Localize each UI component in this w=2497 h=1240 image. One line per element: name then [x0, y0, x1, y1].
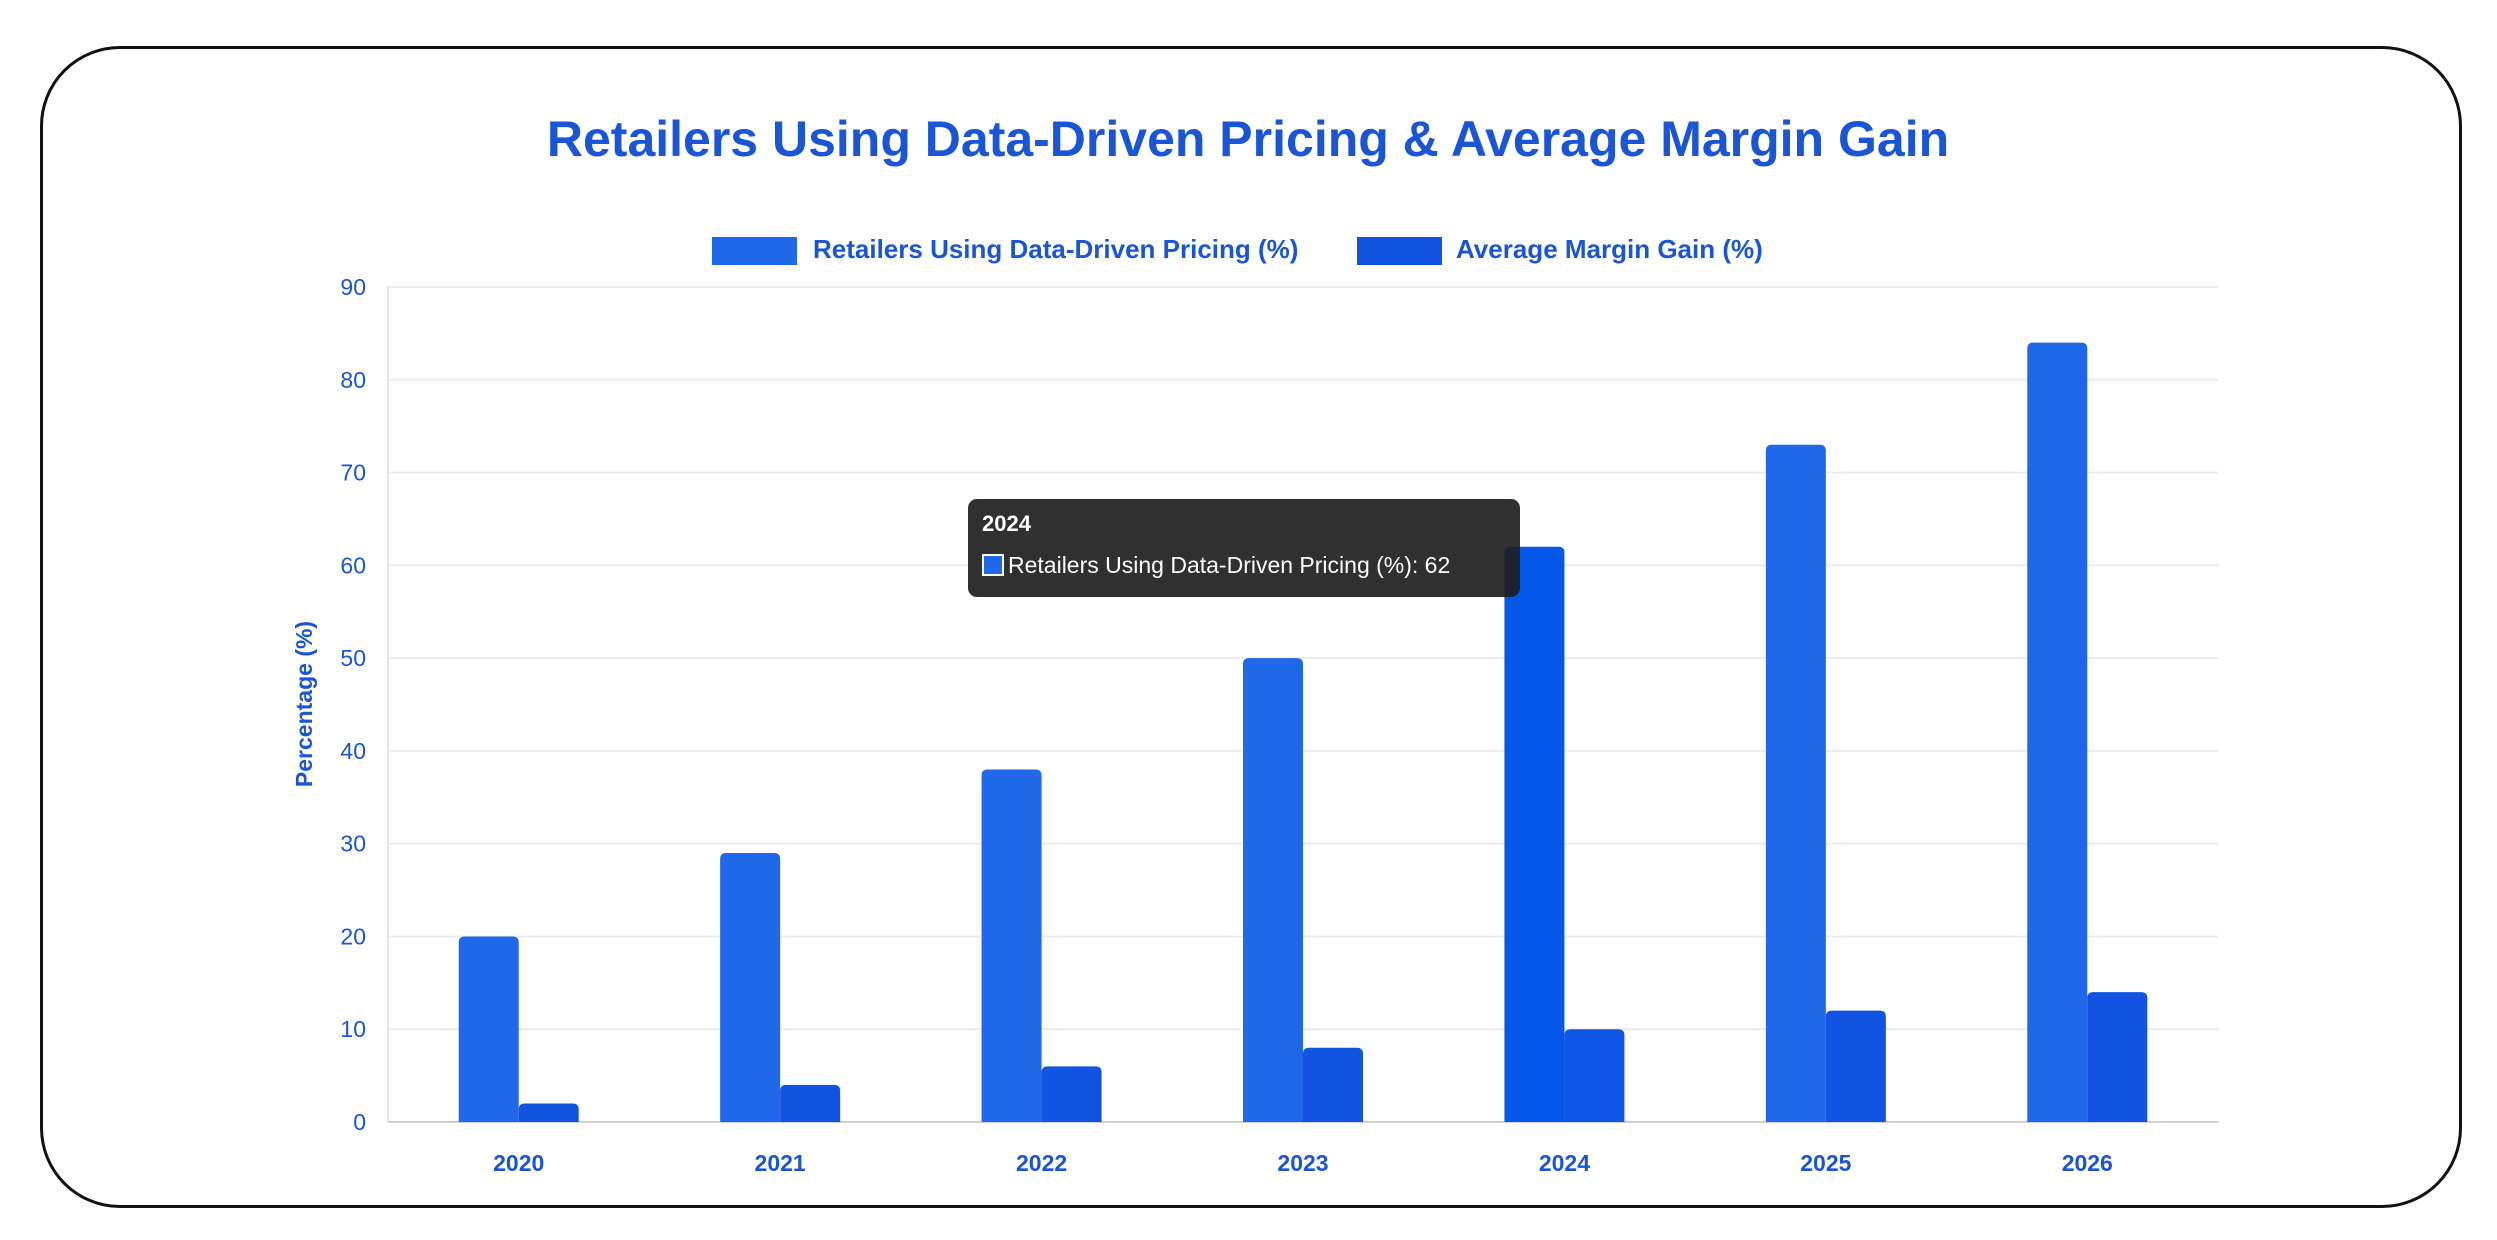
- tooltip-title: 2024: [982, 511, 1031, 536]
- legend[interactable]: Retailers Using Data-Driven Pricing (%) …: [712, 234, 1763, 265]
- y-tick-label: 0: [353, 1109, 366, 1135]
- y-tick-label: 70: [340, 460, 366, 486]
- bar-margin-gain-2026[interactable]: [2087, 992, 2148, 1122]
- y-axis-ticks: 0 10 20 30 40 50 60 70 80 90: [340, 274, 366, 1135]
- x-tick-label: 2024: [1539, 1150, 1590, 1176]
- bar-margin-gain-2022[interactable]: [1041, 1066, 1102, 1122]
- legend-label-series-1[interactable]: Retailers Using Data-Driven Pricing (%): [813, 234, 1298, 264]
- x-tick-label: 2020: [493, 1150, 544, 1176]
- bar-data-driven-pricing-2025[interactable]: [1765, 444, 1826, 1122]
- bar-margin-gain-2020[interactable]: [518, 1103, 579, 1122]
- bar-margin-gain-2021[interactable]: [780, 1084, 841, 1122]
- y-tick-label: 20: [340, 923, 366, 949]
- y-tick-label: 40: [340, 738, 366, 764]
- x-tick-label: 2021: [755, 1150, 806, 1176]
- bar-margin-gain-2024[interactable]: [1564, 1029, 1625, 1122]
- x-axis-ticks: 2020 2021 2022 2023 2024 2025 2026: [493, 1150, 2113, 1176]
- chart-title: Retailers Using Data-Driven Pricing & Av…: [547, 111, 1949, 167]
- bar-data-driven-pricing-2024[interactable]: [1504, 546, 1565, 1122]
- tooltip-label: Retailers Using Data-Driven Pricing (%):…: [1008, 552, 1451, 578]
- legend-swatch-series-2[interactable]: [1357, 237, 1442, 265]
- bar-margin-gain-2025[interactable]: [1825, 1010, 1886, 1122]
- bar-data-driven-pricing-2026[interactable]: [2027, 342, 2088, 1123]
- x-tick-label: 2023: [1277, 1150, 1328, 1176]
- y-tick-label: 10: [340, 1016, 366, 1042]
- legend-label-series-2[interactable]: Average Margin Gain (%): [1456, 234, 1763, 264]
- y-tick-label: 80: [340, 367, 366, 393]
- y-tick-label: 50: [340, 645, 366, 671]
- legend-swatch-series-1[interactable]: [712, 237, 797, 265]
- x-tick-label: 2025: [1800, 1150, 1851, 1176]
- x-tick-label: 2026: [2062, 1150, 2113, 1176]
- tooltip-swatch: [982, 554, 1004, 576]
- tooltip: 2024 Retailers Using Data-Driven Pricing…: [968, 499, 1520, 597]
- y-axis-label: Percentage (%): [291, 621, 317, 787]
- bar-data-driven-pricing-2020[interactable]: [458, 936, 519, 1122]
- x-tick-label: 2022: [1016, 1150, 1067, 1176]
- y-tick-label: 30: [340, 831, 366, 857]
- y-tick-label: 60: [340, 552, 366, 578]
- tooltip-row: Retailers Using Data-Driven Pricing (%):…: [982, 551, 1506, 579]
- y-tick-label: 90: [340, 274, 366, 300]
- bar-data-driven-pricing-2023[interactable]: [1243, 658, 1303, 1122]
- bar-data-driven-pricing-2021[interactable]: [720, 852, 781, 1122]
- bar-data-driven-pricing-2022[interactable]: [981, 769, 1042, 1122]
- bar-margin-gain-2023[interactable]: [1303, 1047, 1363, 1122]
- bars: [458, 342, 2148, 1123]
